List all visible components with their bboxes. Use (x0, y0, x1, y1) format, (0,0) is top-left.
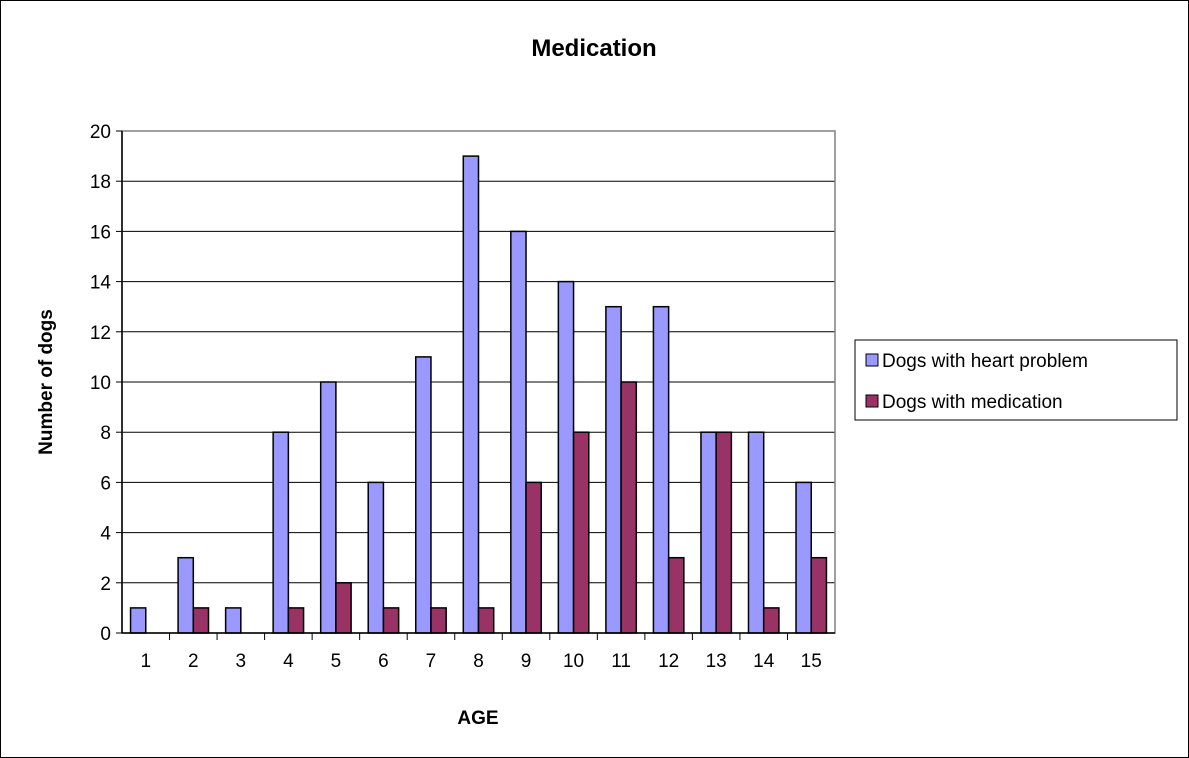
bar-heart-problem (129, 607, 147, 634)
bar-heart-problem (462, 155, 480, 634)
x-tick-label: 15 (801, 651, 822, 672)
bar-heart-problem (510, 230, 527, 634)
bar-heart-problem (177, 556, 195, 634)
y-tick-label: 16 (90, 222, 111, 243)
bar-heart-problem (795, 481, 812, 634)
x-tick-label: 10 (563, 651, 584, 672)
legend-label-heart-problem: Dogs with heart problem (882, 351, 1088, 372)
y-tick-label: 10 (90, 373, 111, 394)
bar-heart-problem (557, 280, 575, 634)
legend: Dogs with heart problem Dogs with medica… (854, 339, 1178, 421)
legend-box (854, 339, 1178, 421)
bar-medication (715, 431, 733, 634)
x-tick-label: 2 (188, 651, 199, 672)
x-tick-labels: 1 2 3 4 5 6 7 8 9 10 11 12 13 14 15 (140, 651, 821, 672)
y-tick-label: 8 (100, 423, 111, 444)
bar-medication (477, 607, 495, 634)
y-tick-label: 18 (90, 172, 111, 193)
legend-swatch-medication (865, 394, 879, 408)
y-tick-labels: 0 2 4 6 8 10 12 14 16 18 20 (90, 122, 112, 645)
bar-medication (762, 607, 780, 634)
y-tick-label: 2 (100, 574, 111, 595)
x-tick-label: 6 (378, 651, 389, 672)
y-tick-label: 14 (90, 273, 112, 294)
bar-medication (287, 607, 305, 634)
x-tick-label: 1 (140, 651, 151, 672)
bar-heart-problem (415, 356, 432, 634)
x-axis-title: AGE (457, 708, 498, 729)
bar-medication (572, 431, 590, 634)
bars (129, 155, 828, 634)
x-tick-label: 13 (706, 651, 727, 672)
y-tick-label: 0 (100, 624, 111, 645)
bar-medication (620, 381, 638, 634)
y-tick-label: 6 (100, 473, 111, 494)
x-tick-label: 9 (521, 651, 532, 672)
bar-medication (667, 556, 685, 634)
legend-label-medication: Dogs with medication (882, 392, 1063, 413)
x-tick-label: 4 (283, 651, 294, 672)
axes (116, 130, 835, 640)
x-tick-label: 7 (426, 651, 437, 672)
bar-heart-problem (700, 431, 717, 634)
bar-heart-problem (652, 305, 670, 634)
bar-heart-problem (367, 481, 385, 634)
bar-heart-problem (747, 431, 765, 634)
y-tick-label: 20 (90, 122, 111, 143)
chart-title: Medication (531, 35, 656, 62)
bar-medication (335, 582, 352, 634)
bar-medication (430, 607, 447, 634)
x-tick-label: 11 (611, 651, 631, 672)
bar-medication (192, 607, 210, 634)
bar-heart-problem (319, 381, 337, 634)
bar-heart-problem (272, 431, 290, 634)
bar-heart-problem (224, 607, 242, 634)
y-tick-label: 4 (100, 524, 111, 545)
x-tick-label: 12 (658, 651, 679, 672)
x-tick-label: 8 (473, 651, 484, 672)
x-tick-label: 5 (331, 651, 342, 672)
bar-medication (525, 481, 542, 634)
bar-heart-problem (605, 305, 622, 634)
y-tick-label: 12 (90, 323, 111, 344)
x-tick-label: 3 (236, 651, 247, 672)
x-tick-label: 14 (753, 651, 775, 672)
legend-swatch-heart-problem (865, 353, 879, 367)
bar-medication (810, 556, 828, 634)
y-axis-title: Number of dogs (36, 309, 57, 455)
bar-medication (382, 607, 400, 634)
